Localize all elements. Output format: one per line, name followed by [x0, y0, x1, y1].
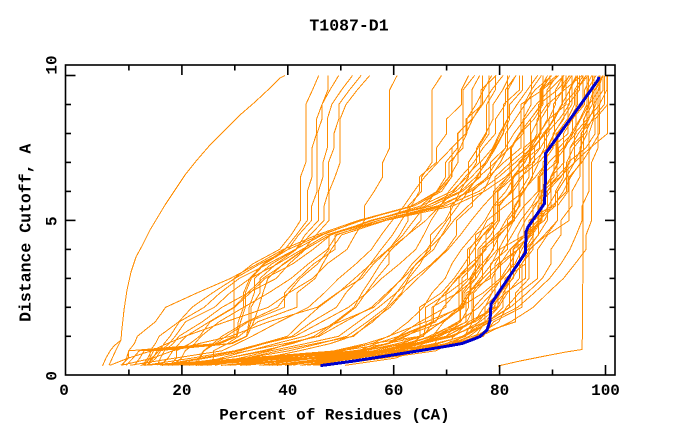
svg-text:60: 60: [384, 382, 403, 400]
svg-text:80: 80: [490, 382, 509, 400]
svg-text:T1087-D1: T1087-D1: [309, 17, 388, 36]
svg-text:Distance Cutoff, A: Distance Cutoff, A: [16, 144, 35, 322]
svg-text:0: 0: [43, 371, 61, 381]
svg-text:5: 5: [43, 216, 61, 226]
svg-text:0: 0: [59, 382, 69, 400]
svg-text:100: 100: [591, 382, 620, 400]
svg-text:10: 10: [43, 55, 61, 74]
svg-text:Percent of Residues (CA): Percent of Residues (CA): [219, 407, 449, 425]
svg-text:40: 40: [278, 382, 297, 400]
svg-text:20: 20: [172, 382, 191, 400]
